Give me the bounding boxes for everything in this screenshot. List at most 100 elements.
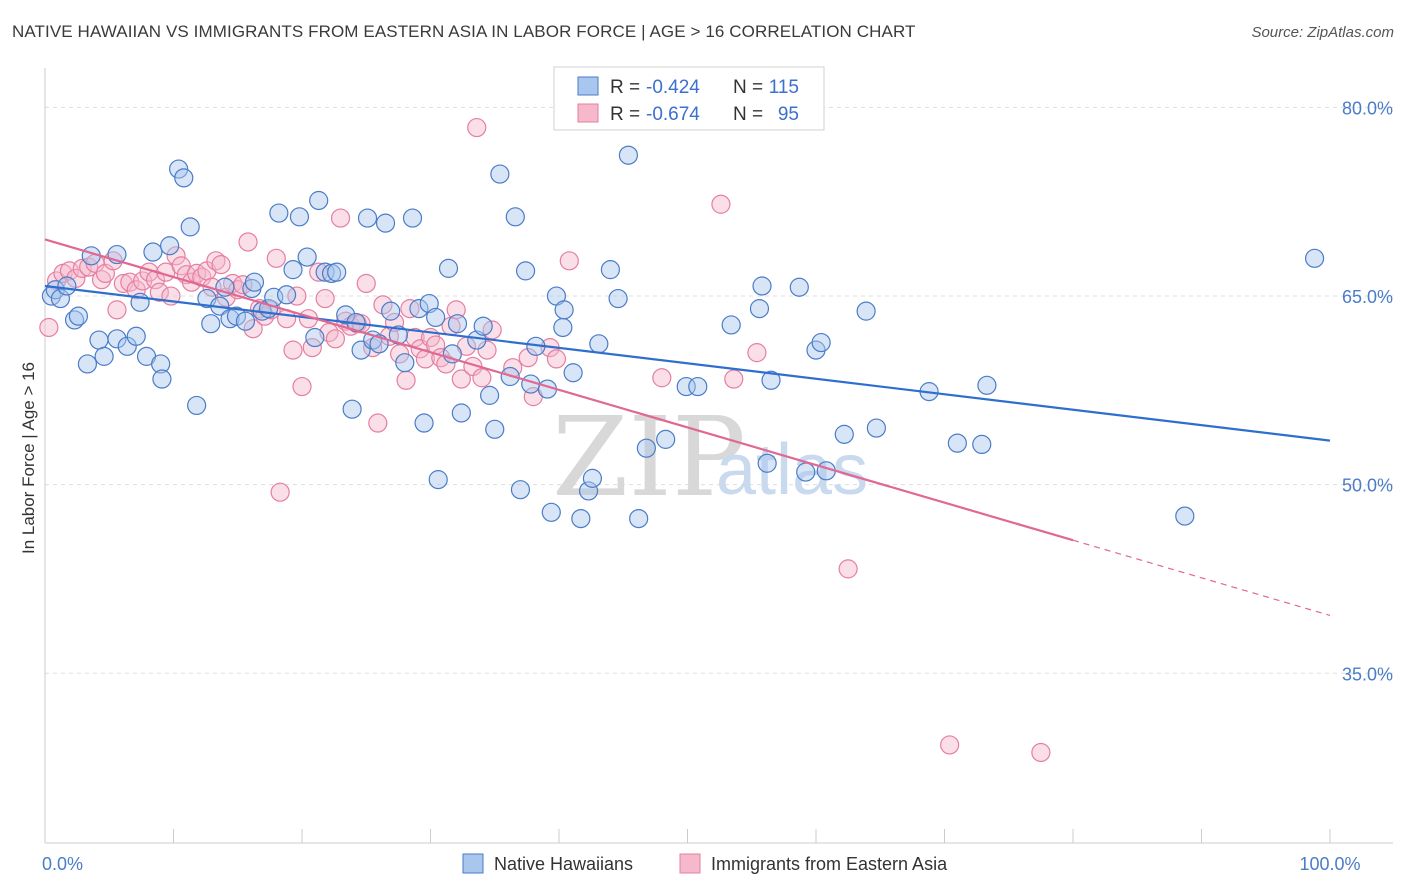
legend-swatch-native-hawaiians bbox=[462, 853, 484, 874]
point-native-hawaiian-95 bbox=[688, 376, 708, 397]
point-native-hawaiian-50 bbox=[357, 208, 378, 228]
point-immigrants-21 bbox=[166, 246, 186, 266]
point-native-hawaiian-113 bbox=[1175, 506, 1195, 526]
point-native-hawaiian-18 bbox=[152, 369, 172, 389]
series-native-hawaiians bbox=[41, 145, 1325, 529]
y-tick-label-3: 35.0% bbox=[1342, 664, 1393, 684]
point-native-hawaiian-54 bbox=[381, 301, 401, 321]
point-native-hawaiian-29 bbox=[226, 306, 247, 326]
point-native-hawaiian-36 bbox=[269, 203, 289, 223]
point-immigrants-86 bbox=[546, 349, 567, 369]
point-immigrants-30 bbox=[211, 255, 231, 275]
point-native-hawaiian-40 bbox=[297, 247, 317, 267]
point-immigrants-93 bbox=[940, 735, 960, 755]
point-native-hawaiian-25 bbox=[201, 314, 221, 334]
point-native-hawaiian-65 bbox=[447, 314, 468, 334]
point-native-hawaiian-85 bbox=[578, 481, 599, 501]
point-native-hawaiian-63 bbox=[438, 258, 459, 278]
point-immigrants-92 bbox=[838, 559, 858, 579]
point-native-hawaiian-91 bbox=[629, 508, 649, 529]
point-immigrants-79 bbox=[472, 368, 492, 388]
point-native-hawaiian-19 bbox=[160, 236, 180, 256]
y-tick-label-0: 80.0% bbox=[1342, 98, 1393, 118]
point-immigrants-75 bbox=[451, 369, 471, 389]
point-native-hawaiian-13 bbox=[126, 326, 146, 346]
chart-source: Source: ZipAtlas.com bbox=[1251, 24, 1394, 41]
point-native-hawaiian-71 bbox=[490, 164, 510, 184]
point-native-hawaiian-68 bbox=[473, 316, 493, 336]
stats-n-label-1: N = bbox=[733, 77, 763, 98]
point-immigrants-74 bbox=[446, 300, 466, 320]
point-native-hawaiian-55 bbox=[388, 325, 408, 345]
point-immigrants-45 bbox=[292, 376, 312, 397]
point-native-hawaiian-110 bbox=[947, 433, 967, 453]
gridlines bbox=[45, 106, 1393, 674]
point-native-hawaiian-56 bbox=[395, 353, 415, 373]
point-immigrants-63 bbox=[390, 344, 410, 364]
point-immigrants-44 bbox=[287, 286, 307, 306]
legend: Native Hawaiians Immigrants from Eastern… bbox=[462, 853, 948, 874]
point-native-hawaiian-4 bbox=[64, 310, 85, 330]
point-native-hawaiian-20 bbox=[169, 159, 189, 179]
stats-r-value-2: -0.674 bbox=[646, 104, 700, 125]
chart-title: NATIVE HAWAIIAN VS IMMIGRANTS FROM EASTE… bbox=[12, 22, 916, 41]
point-immigrants-51 bbox=[325, 329, 346, 349]
point-immigrants-87 bbox=[559, 251, 579, 271]
point-native-hawaiian-82 bbox=[554, 300, 574, 320]
point-immigrants-18 bbox=[149, 282, 169, 302]
point-native-hawaiian-2 bbox=[50, 288, 71, 309]
point-immigrants-36 bbox=[243, 319, 263, 339]
y-axis-title: In Labor Force | Age > 16 bbox=[19, 362, 38, 554]
point-native-hawaiian-59 bbox=[414, 413, 434, 433]
point-immigrants-78 bbox=[467, 117, 487, 138]
point-native-hawaiian-66 bbox=[451, 403, 471, 423]
point-immigrants-83 bbox=[518, 348, 538, 368]
point-native-hawaiian-61 bbox=[426, 307, 446, 328]
y-tick-label-1: 65.0% bbox=[1342, 287, 1393, 307]
point-native-hawaiian-83 bbox=[563, 363, 583, 383]
point-immigrants-52 bbox=[330, 208, 351, 228]
point-native-hawaiian-111 bbox=[972, 434, 992, 455]
stats-n-label-2: N = bbox=[733, 104, 763, 125]
stats-r-label-1: R = bbox=[610, 77, 640, 98]
trend-lines bbox=[44, 238, 1331, 616]
point-native-hawaiian-21 bbox=[174, 168, 194, 188]
point-native-hawaiian-69 bbox=[480, 385, 500, 405]
point-native-hawaiian-112 bbox=[977, 375, 997, 395]
point-immigrants-90 bbox=[724, 369, 744, 389]
point-native-hawaiian-81 bbox=[553, 317, 573, 338]
legend-label-immigrants-eastern-asia: Immigrants from Eastern Asia bbox=[711, 854, 948, 874]
point-native-hawaiian-53 bbox=[375, 213, 396, 233]
point-native-hawaiian-96 bbox=[721, 315, 741, 335]
point-native-hawaiian-92 bbox=[636, 438, 656, 458]
point-native-hawaiian-45 bbox=[327, 262, 347, 282]
point-native-hawaiian-108 bbox=[866, 418, 886, 438]
point-native-hawaiian-5 bbox=[68, 306, 89, 326]
point-immigrants-43 bbox=[283, 340, 303, 360]
point-native-hawaiian-86 bbox=[582, 468, 603, 488]
point-native-hawaiian-104 bbox=[811, 332, 831, 353]
stats-r-value-1: -0.424 bbox=[646, 77, 700, 98]
trend-line-immigrants-eastern-asia bbox=[44, 238, 1074, 542]
point-native-hawaiian-37 bbox=[276, 285, 297, 305]
point-immigrants-59 bbox=[368, 413, 388, 433]
point-native-hawaiian-97 bbox=[749, 299, 770, 319]
point-native-hawaiian-42 bbox=[309, 190, 329, 211]
point-immigrants-40 bbox=[266, 248, 286, 268]
point-immigrants-41 bbox=[270, 482, 290, 502]
axes bbox=[44, 68, 1393, 844]
stats-n-value-2: 95 bbox=[778, 104, 799, 125]
point-immigrants-11 bbox=[107, 300, 127, 320]
point-native-hawaiian-38 bbox=[283, 260, 303, 280]
stats-r-label-2: R = bbox=[610, 104, 640, 125]
point-immigrants-91 bbox=[747, 343, 767, 363]
stats-swatch-pink bbox=[577, 103, 599, 123]
point-native-hawaiian-1 bbox=[45, 280, 65, 300]
point-native-hawaiian-87 bbox=[589, 334, 609, 354]
point-native-hawaiian-32 bbox=[244, 272, 265, 292]
point-native-hawaiian-102 bbox=[796, 462, 816, 482]
legend-swatch-immigrants-eastern-asia bbox=[679, 853, 701, 874]
watermark: ZIP atlas bbox=[552, 393, 868, 521]
point-native-hawaiian-75 bbox=[515, 261, 536, 281]
point-immigrants-49 bbox=[315, 288, 335, 309]
